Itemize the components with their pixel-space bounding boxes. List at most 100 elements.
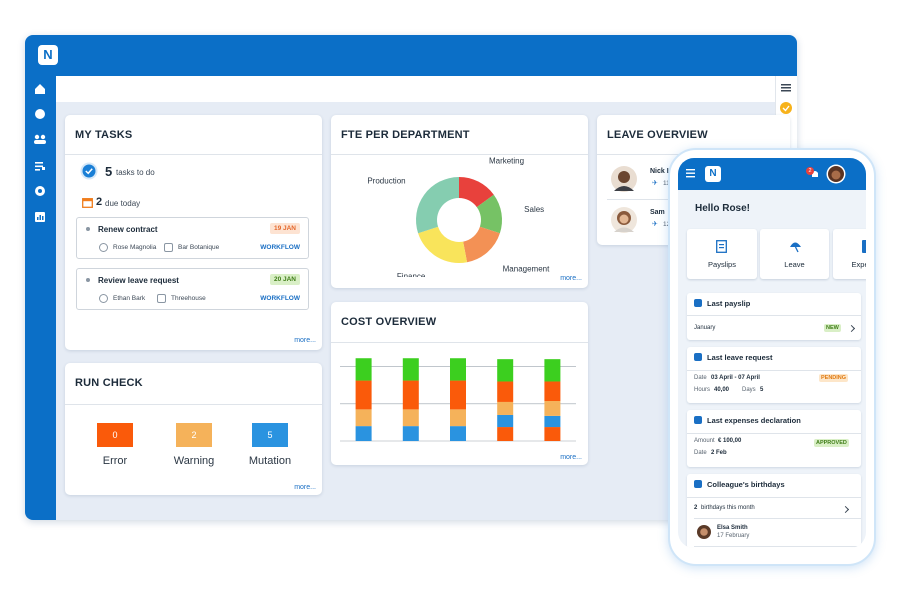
donut-slice [459,177,494,208]
task-tag: WORKFLOW [260,244,300,251]
due-label: due today [105,199,141,208]
status-badge: APPROVED [814,439,849,447]
bar-segment [402,409,419,427]
donut-slice [416,177,459,234]
todo-count: 5 [105,164,113,179]
task-item[interactable]: Review leave request 20 JAN Ethan Bark T… [76,268,309,310]
field-value: 03 April - 07 April [711,375,760,381]
phone-logo[interactable]: N [705,166,721,182]
shortcut-tile[interactable]: Expenses [833,229,866,279]
bar-segment [450,426,466,441]
status-label: Error [102,455,128,467]
card-title: FTE PER DEPARTMENT [341,129,470,141]
employee-name: Sam [650,209,665,216]
menu-icon[interactable] [781,84,791,92]
plane-icon: ✈ [652,180,658,187]
divider [687,315,861,316]
slice-label: Management [503,265,550,274]
status-badge: NEW [824,324,841,332]
status-box[interactable]: 5 [252,423,288,447]
avatar [611,166,637,192]
bar-segment [497,427,514,441]
bar-segment [544,401,561,416]
field-label: Date [694,375,707,381]
sidebar-icons [34,84,46,222]
card-title: Last leave request [707,353,773,362]
divider [687,370,861,371]
divider [65,154,322,155]
people-icon[interactable] [34,134,46,144]
status-box[interactable]: 2 [176,423,212,447]
run-check-card: RUN CHECK 0 Error 2 Warning 5 Mutation m… [65,363,322,495]
donut-chart: Marketing Sales Management Finance Productio… [367,156,550,277]
donut-slice [463,226,500,263]
more-link[interactable]: more... [294,337,316,344]
leave-request-card[interactable]: Last leave request Date 03 April - 07 Ap… [687,347,861,403]
top-bar [25,35,797,76]
person: Ethan Bark [113,295,146,302]
payslip-card[interactable]: Last payslip January NEW [687,293,861,340]
card-title: RUN CHECK [75,377,143,389]
more-link[interactable]: more... [560,454,582,461]
shortcut-tile[interactable]: Payslips [687,229,757,279]
card-icon [694,299,702,307]
more-link[interactable]: more... [294,484,316,491]
location: Bar Botanique [178,244,220,251]
card-title: LEAVE OVERVIEW [607,129,708,141]
home-icon[interactable] [35,84,45,94]
birthdays-card[interactable]: Colleague's birthdays 2 birthdays this m… [687,474,861,548]
tile-label: Payslips [708,260,736,269]
bar-segment [497,414,514,428]
bar-segment [402,380,419,410]
bar-segment [544,359,561,382]
rail-icons [780,84,792,114]
bar-segment [544,427,561,441]
status-badge: PENDING [819,374,849,382]
bar-segment [355,409,372,427]
user-avatar[interactable] [826,164,846,184]
greeting: Hello Rose! [695,203,751,214]
expenses-card[interactable]: Last expenses declaration Amount € 100,0… [687,410,861,467]
task-item[interactable]: Renew contract 19 JAN Rose Magnolia Bar … [76,217,309,259]
card-title: Last expenses declaration [707,416,801,425]
more-link[interactable]: more... [560,275,582,282]
field-label: Date [694,450,707,456]
check-icon [80,162,98,180]
field-label: Amount [694,438,715,444]
date-badge: 20 JAN [269,274,300,285]
bar-segment [355,426,372,441]
field-value: 2 Feb [711,450,727,456]
menu-icon[interactable] [686,169,696,178]
place-icon [157,294,166,303]
bar-segment [450,409,466,427]
bar-segment [544,381,561,402]
card-title: MY TASKS [75,129,133,141]
payslip-month: January [694,325,716,331]
compass-icon[interactable] [35,109,45,119]
divider [687,497,861,498]
person-icon [99,294,108,303]
chevron [847,324,856,333]
bar-segment [355,380,372,410]
calendar-icon [82,198,93,208]
shortcut-tile[interactable]: Leave [760,229,829,279]
cost-card: COST OVERVIEW more... [331,302,588,465]
logo-text: N [709,168,717,179]
birthday-label: birthdays this month [701,505,755,511]
list-icon[interactable] [35,162,45,171]
status-check[interactable] [780,102,792,114]
logo[interactable]: N [38,45,58,65]
bullet [86,227,90,231]
card-title: COST OVERVIEW [341,316,437,328]
person-icon [99,243,108,252]
status-box[interactable]: 0 [97,423,133,447]
donut-slice [476,194,502,234]
toolbar [56,76,775,102]
colleague-name: Elsa Smith [717,525,748,531]
field-value: € 100,00 [718,438,742,444]
tasks-card: MY TASKS 5 tasks to do 2 due today Renew… [65,115,322,350]
tile-label: Leave [784,260,805,269]
slice-label: Sales [524,205,544,214]
field-value: 5 [760,387,764,393]
sidebar [25,76,56,520]
